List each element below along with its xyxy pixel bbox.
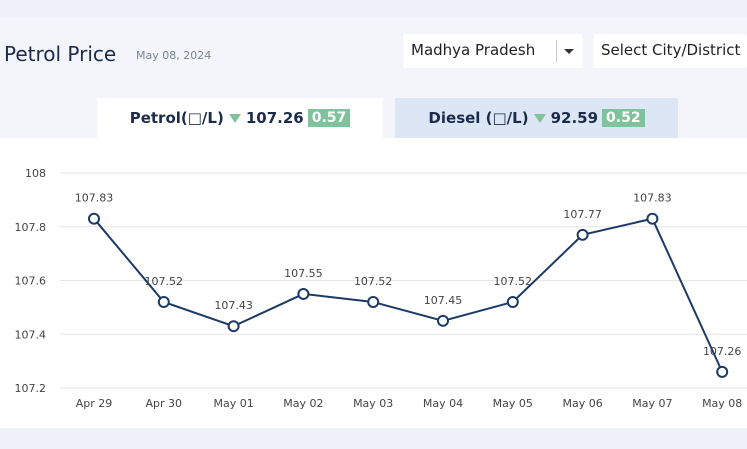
tab-price: 107.26 xyxy=(245,109,304,127)
down-arrow xyxy=(228,114,241,123)
tab-label: Petrol(□/L) xyxy=(129,109,224,127)
x-tick-label: May 04 xyxy=(423,397,463,410)
point xyxy=(716,365,729,378)
diesel-tab[interactable]: Diesel (□/L) 92.59 0.52 xyxy=(395,98,678,138)
data-label: 107.52 xyxy=(354,275,393,288)
x-tick-label: May 06 xyxy=(562,397,602,410)
y-tick-label: 107.2 xyxy=(15,382,47,395)
tab-label: Diesel (□/L) xyxy=(428,109,529,127)
y-tick-label: 108 xyxy=(25,167,46,180)
point xyxy=(506,296,519,308)
page-title: Petrol Price xyxy=(4,42,117,66)
point xyxy=(227,320,240,333)
point xyxy=(297,287,310,300)
x-tick-label: Apr 29 xyxy=(76,397,113,410)
caret xyxy=(564,49,574,54)
x-tick-label: May 01 xyxy=(213,397,253,410)
down-arrow xyxy=(533,114,546,123)
y-tick-label: 107.8 xyxy=(15,221,47,234)
point xyxy=(157,296,170,308)
data-label: 107.52 xyxy=(145,275,184,288)
x-tick-label: May 07 xyxy=(632,397,672,410)
chart-card: 107.2 107.4 107.6 107.8 108 Apr 29 Apr 30 May 0… xyxy=(0,138,747,428)
data-label: 107.43 xyxy=(214,299,253,312)
change-badge: 0.52 xyxy=(602,109,645,127)
point xyxy=(88,212,100,225)
tab-price: 92.59 xyxy=(550,109,599,127)
x-tick-label: May 08 xyxy=(702,397,742,410)
point xyxy=(646,212,659,225)
y-tick-label: 107.6 xyxy=(15,275,47,288)
x-tick-label: May 03 xyxy=(353,397,393,410)
y-tick-label: 107.4 xyxy=(15,328,47,341)
data-label: 107.55 xyxy=(284,267,323,280)
point xyxy=(576,228,589,241)
x-tick-label: Apr 30 xyxy=(146,397,183,410)
state-dropdown[interactable]: Madhya Pradesh xyxy=(403,34,583,68)
chart: 107.2 107.4 107.6 107.8 108 Apr 29 Apr 30 May 0… xyxy=(15,167,747,410)
point xyxy=(437,314,449,327)
point xyxy=(367,296,380,308)
city-dropdown[interactable]: Select City/District xyxy=(593,34,747,68)
data-label: 107.52 xyxy=(494,275,533,288)
data-label: 107.83 xyxy=(633,192,672,205)
date: May 08, 2024 xyxy=(136,49,212,62)
x-tick-label: May 02 xyxy=(283,397,323,410)
state-value: Madhya Pradesh xyxy=(411,41,536,59)
separator xyxy=(556,40,557,62)
petrol-tab[interactable]: Petrol(□/L) 107.26 0.57 xyxy=(97,98,383,138)
data-label: 107.45 xyxy=(424,294,463,307)
line xyxy=(93,217,724,373)
data-label: 107.26 xyxy=(703,345,742,358)
change-badge: 0.57 xyxy=(307,109,351,127)
x-tick-label: May 05 xyxy=(493,397,533,410)
data-label: 107.83 xyxy=(75,192,114,205)
data-label: 107.77 xyxy=(563,208,602,221)
